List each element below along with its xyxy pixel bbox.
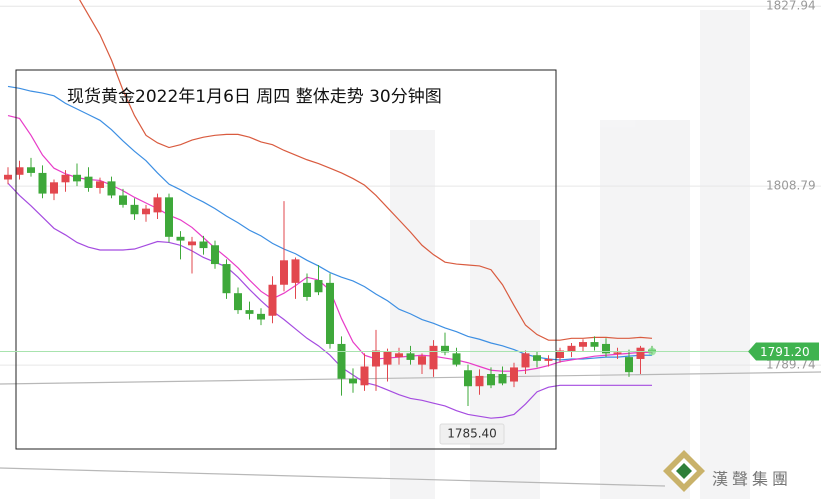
candle-body [602, 343, 610, 354]
candle-body [498, 374, 507, 384]
candle-body [142, 208, 150, 215]
candle-body [211, 245, 219, 265]
candle-body [130, 204, 139, 215]
candle-body [268, 284, 277, 316]
y-tick-label: 1827.94 [766, 0, 816, 13]
low-marker-label: 1785.40 [447, 426, 497, 440]
candle-body [15, 167, 24, 175]
candle-body [556, 350, 564, 359]
last-price-badge [748, 342, 819, 361]
y-tick-label: 1789.74 [766, 358, 816, 372]
candle-body [119, 195, 127, 205]
candle-body [314, 280, 323, 293]
candle-body [464, 370, 472, 387]
trend-line [0, 467, 666, 487]
candle-body [280, 260, 288, 285]
chart-title: 现货黄金2022年1月6日 周四 整体走势 30分钟图 [67, 87, 442, 107]
candle-body [579, 342, 587, 347]
candle-body [337, 343, 346, 379]
trend-line [0, 371, 821, 385]
candle-body [567, 345, 576, 352]
candle-body [199, 241, 208, 249]
candle-body [84, 176, 93, 188]
candle-body [176, 236, 185, 241]
candle-body [222, 264, 231, 294]
indicator-line [7, 182, 652, 419]
candle-layer [4, 157, 656, 406]
low-marker-box [439, 423, 505, 445]
candle-body [61, 174, 70, 183]
candle-body [429, 345, 438, 370]
candle-body [303, 282, 311, 297]
candle-body [613, 352, 622, 354]
candle-body [38, 172, 47, 194]
candle-body [372, 350, 380, 367]
candle-body [475, 375, 484, 387]
last-price-label: 1791.20 [760, 345, 810, 359]
candle-body [153, 197, 162, 213]
candle-body [625, 357, 633, 373]
candle-body [418, 356, 426, 365]
candle-body [291, 259, 300, 283]
candle-body [96, 181, 104, 188]
candle-body [234, 293, 242, 311]
candle-body [510, 367, 518, 382]
background-buildings [390, 10, 750, 499]
candle-body [521, 353, 530, 368]
candle-body [441, 345, 449, 353]
candle-body [349, 378, 357, 384]
title-box [15, 69, 557, 450]
candle-body [533, 355, 541, 361]
candle-body [165, 197, 173, 237]
candle-body [636, 347, 645, 359]
candle-body [360, 366, 369, 386]
brand-logo: 漢聲集團 [663, 450, 792, 492]
candle-body [107, 181, 116, 196]
candle-body [383, 351, 392, 365]
grid-layer [0, 5, 821, 366]
candle-body [257, 313, 265, 320]
candle-body [73, 174, 81, 182]
indicator-line [7, 85, 652, 361]
candle-body [27, 167, 35, 173]
candle-body [590, 342, 599, 347]
candle-body [487, 374, 495, 386]
brand-name: 漢聲集團 [712, 470, 792, 489]
candle-body [245, 310, 254, 314]
candle-body [406, 353, 415, 360]
candle-body [50, 182, 58, 194]
candle-body [395, 353, 403, 358]
last-price-dot [648, 347, 656, 356]
candle-body [326, 282, 334, 344]
candle-body [188, 241, 196, 246]
y-tick-label: 1808.79 [766, 179, 816, 193]
candle-body [544, 358, 553, 361]
candle-body [4, 174, 12, 180]
candle-body [452, 353, 461, 365]
